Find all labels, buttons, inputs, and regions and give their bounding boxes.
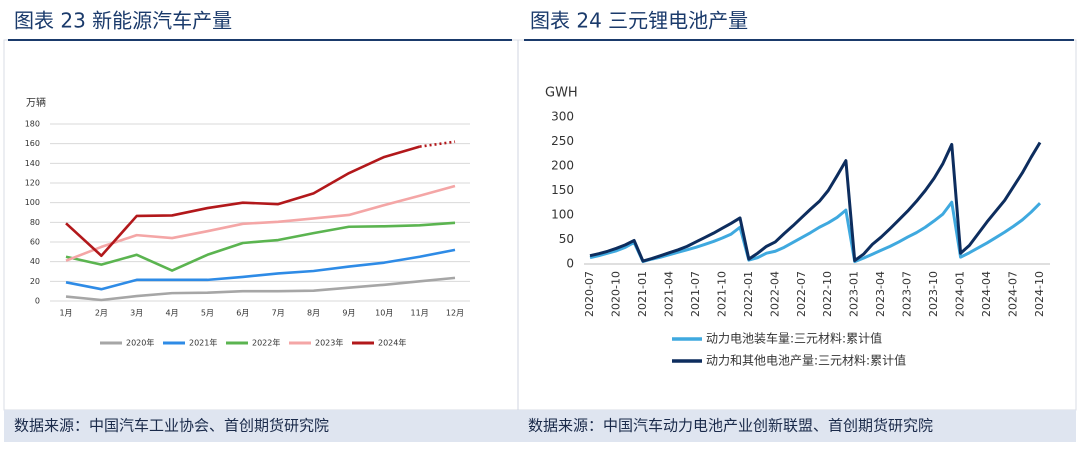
y-tick-label: 80	[30, 218, 40, 227]
legend-label: 动力和其他电池产量:三元材料:累计值	[706, 353, 906, 368]
y-axis-label: GWH	[545, 86, 578, 101]
x-tick-label: 2022-04	[768, 271, 781, 317]
y-tick-label: 100	[25, 198, 40, 207]
x-tick-label: 2024-04	[980, 271, 993, 317]
x-tick-label: 2021-01	[636, 271, 649, 317]
source: 数据来源：中国汽车动力电池产业创新联盟、首创期货研究院	[528, 417, 933, 435]
x-tick-label: 12月	[446, 309, 464, 318]
x-tick-label: 2021-07	[689, 271, 702, 317]
x-tick-label: 5月	[201, 309, 214, 318]
x-tick-label: 2022-07	[795, 271, 808, 317]
x-tick-label: 9月	[342, 309, 355, 318]
x-tick-label: 2022-01	[742, 271, 755, 317]
chart-title: 图表 24 三元锂电池产量	[530, 9, 748, 33]
line	[589, 141, 1042, 263]
source-band	[4, 410, 1076, 442]
x-tick-label: 2020-07	[583, 271, 596, 317]
x-tick-label: 2024-10	[1033, 271, 1046, 317]
line	[65, 276, 456, 302]
line	[589, 200, 1042, 264]
legend-label: 2024年	[378, 338, 406, 348]
y-tick-label: 180	[25, 120, 40, 129]
x-tick-label: 10月	[375, 309, 393, 318]
y-tick-label: 140	[25, 159, 40, 168]
line	[65, 184, 456, 262]
x-tick-label: 2020-10	[609, 271, 622, 317]
x-tick-label: 4月	[166, 309, 179, 318]
y-tick-label: 200	[551, 159, 574, 173]
y-tick-label: 60	[30, 238, 40, 247]
x-tick-label: 2023-07	[901, 271, 914, 317]
x-tick-label: 2023-01	[848, 271, 861, 317]
legend-label: 2020年	[126, 338, 154, 348]
legend-label: 2022年	[252, 338, 280, 348]
line	[65, 221, 456, 272]
y-tick-label: 100	[551, 208, 574, 222]
x-tick-label: 6月	[236, 309, 249, 318]
y-tick-label: 120	[25, 179, 40, 188]
line	[65, 145, 421, 258]
y-tick-label: 50	[559, 232, 574, 246]
x-tick-label: 2月	[95, 309, 108, 318]
x-tick-label: 7月	[272, 309, 285, 318]
y-tick-label: 0	[566, 257, 574, 271]
legend-label: 动力电池装车量:三元材料:累计值	[706, 331, 882, 346]
x-tick-label: 1月	[59, 309, 72, 318]
y-tick-label: 300	[551, 110, 574, 124]
y-tick-label: 160	[25, 139, 40, 148]
x-tick-label: 8月	[307, 309, 320, 318]
source: 数据来源：中国汽车工业协会、首创期货研究院	[14, 417, 329, 435]
y-tick-label: 40	[30, 257, 40, 266]
x-tick-label: 2021-10	[715, 271, 728, 317]
x-tick-label: 3月	[130, 309, 143, 318]
x-tick-label: 2022-10	[821, 271, 834, 317]
x-tick-label: 2024-01	[954, 271, 967, 317]
legend-label: 2021年	[189, 338, 217, 348]
x-tick-label: 11月	[411, 309, 429, 318]
y-tick-label: 150	[551, 183, 574, 197]
x-tick-label: 2021-04	[662, 271, 675, 317]
y-tick-label: 250	[551, 134, 574, 148]
y-axis-label: 万辆	[26, 96, 46, 109]
line-projection	[419, 140, 456, 148]
line	[65, 248, 456, 291]
y-tick-label: 20	[30, 277, 40, 286]
y-tick-label: 0	[35, 297, 40, 306]
x-tick-label: 2023-04	[874, 271, 887, 317]
chart-title: 图表 23 新能源汽车产量	[14, 9, 232, 33]
panel	[3, 39, 1077, 411]
x-tick-label: 2023-10	[927, 271, 940, 317]
legend-label: 2023年	[315, 338, 343, 348]
x-tick-label: 2024-07	[1007, 271, 1020, 317]
